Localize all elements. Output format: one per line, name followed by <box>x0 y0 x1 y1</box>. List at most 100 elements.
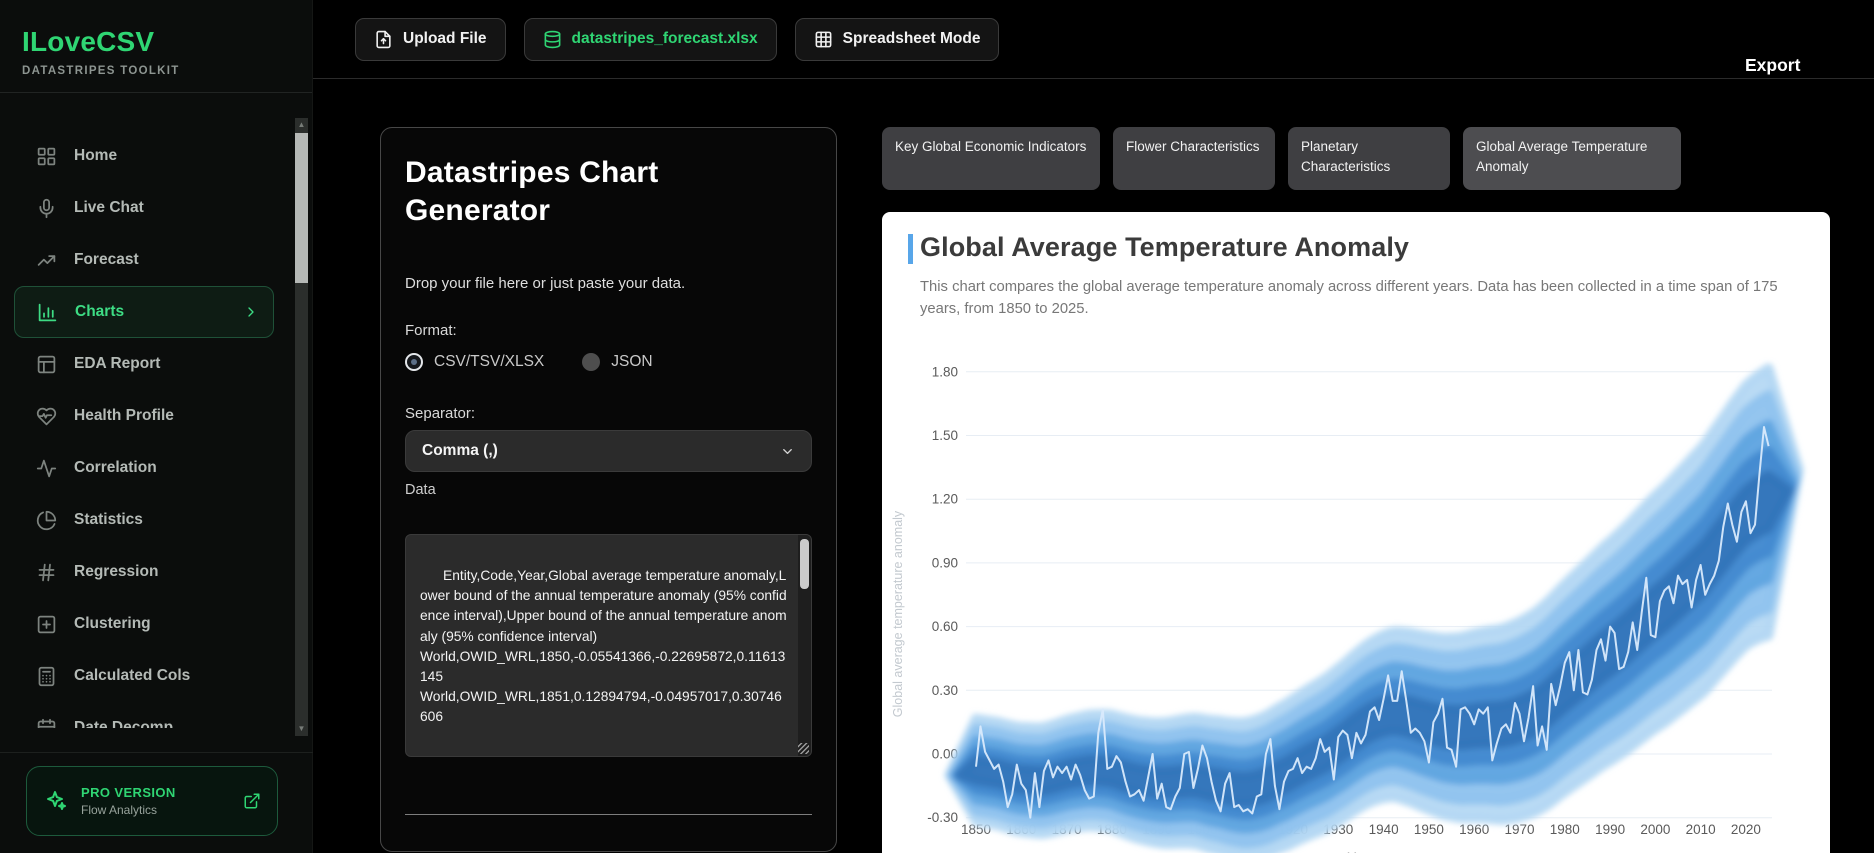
sidebar-item-label: EDA Report <box>74 355 161 372</box>
sidebar-item-date-decomp[interactable]: Date Decomp <box>14 702 274 728</box>
svg-text:1950: 1950 <box>1414 822 1444 837</box>
sidebar-footer-divider <box>0 752 313 753</box>
dataset-tab-planetary-characteristics[interactable]: Planetary Characteristics <box>1288 127 1450 190</box>
scroll-down-arrow-icon[interactable]: ▼ <box>297 724 306 733</box>
svg-text:2000: 2000 <box>1640 822 1670 837</box>
svg-text:Global average temperature ano: Global average temperature anomaly <box>891 510 905 717</box>
format-radio-group: CSV/TSV/XLSX JSON <box>405 353 812 371</box>
sidebar-item-regression[interactable]: Regression <box>14 546 274 598</box>
format-radio-json[interactable]: JSON <box>582 353 653 371</box>
app-tagline: DATASTRIPES TOOLKIT <box>22 65 180 77</box>
chart-title: Global Average Temperature Anomaly <box>920 232 1410 262</box>
sidebar-item-eda-report[interactable]: EDA Report <box>14 338 274 390</box>
spreadsheet-icon <box>814 30 833 49</box>
svg-text:1.20: 1.20 <box>932 492 958 507</box>
textarea-resize-handle[interactable] <box>798 743 809 754</box>
chevron-right-icon <box>243 304 259 320</box>
sidebar-item-label: Regression <box>74 563 159 580</box>
sidebar-item-label: Health Profile <box>74 407 174 424</box>
file-up-icon <box>374 30 393 49</box>
pro-version-subtitle: Flow Analytics <box>81 803 158 817</box>
sidebar-item-calculated-cols[interactable]: Calculated Cols <box>14 650 274 702</box>
pie-chart-icon <box>36 510 57 531</box>
chart-card: Global Average Temperature Anomaly This … <box>882 212 1830 853</box>
chart-title-accent-bar <box>908 234 913 264</box>
topbar-button-datastripes-forecast-xlsx[interactable]: datastripes_forecast.xlsx <box>523 17 777 61</box>
calculator-icon <box>36 666 57 687</box>
export-button[interactable]: Export <box>1745 55 1801 75</box>
topbar-button-upload-file[interactable]: Upload File <box>355 17 506 61</box>
chart-description: This chart compares the global average t… <box>920 279 1778 318</box>
data-textarea[interactable]: Entity,Code,Year,Global average temperat… <box>405 534 812 757</box>
sparkles-icon <box>43 789 67 813</box>
dataset-tab-flower-characteristics[interactable]: Flower Characteristics <box>1113 127 1275 190</box>
svg-text:0.60: 0.60 <box>932 619 958 634</box>
topbar-button-spreadsheet-mode[interactable]: Spreadsheet Mode <box>794 17 1000 61</box>
sidebar-item-live-chat[interactable]: Live Chat <box>14 182 274 234</box>
scroll-up-arrow-icon[interactable]: ▲ <box>297 120 306 129</box>
bar-chart-icon <box>37 302 58 323</box>
svg-text:Year: Year <box>1347 850 1375 853</box>
scrollbar-thumb[interactable] <box>295 133 308 283</box>
sidebar-item-correlation[interactable]: Correlation <box>14 442 274 494</box>
svg-text:0.30: 0.30 <box>932 683 958 698</box>
app-logo: ILoveCSV <box>22 26 155 57</box>
drop-hint: Drop your file here or just paste your d… <box>405 275 686 292</box>
radio-icon <box>582 353 601 371</box>
sidebar-item-clustering[interactable]: Clustering <box>14 598 274 650</box>
sidebar-item-forecast[interactable]: Forecast <box>14 234 274 286</box>
sidebar-item-label: Live Chat <box>74 199 144 216</box>
activity-icon <box>36 458 57 479</box>
data-textarea-content: Entity,Code,Year,Global average temperat… <box>420 568 787 725</box>
sidebar-item-statistics[interactable]: Statistics <box>14 494 274 546</box>
sidebar-item-label: Forecast <box>74 251 139 268</box>
svg-text:1970: 1970 <box>1504 822 1534 837</box>
sidebar-nav: Home Live Chat Forecast Charts EDA Report Hea… <box>0 110 312 728</box>
svg-text:1990: 1990 <box>1595 822 1625 837</box>
table-icon <box>36 354 57 375</box>
hash-icon <box>36 562 57 583</box>
svg-text:1.50: 1.50 <box>932 428 958 443</box>
svg-text:1.80: 1.80 <box>932 364 958 379</box>
chart-plot: 1.801.501.200.900.600.300.00-0.301850186… <box>891 363 1804 853</box>
sidebar-item-charts[interactable]: Charts <box>14 286 274 338</box>
pro-version-title: PRO VERSION <box>81 785 176 800</box>
chart-generator-panel: Datastripes Chart Generator Drop your fi… <box>380 127 837 852</box>
pro-version-card[interactable]: PRO VERSION Flow Analytics <box>26 766 278 836</box>
chevron-down-icon <box>780 444 795 459</box>
sidebar-item-label: Charts <box>75 303 125 320</box>
main-area: Upload File datastripes_forecast.xlsx Spre… <box>313 0 1874 853</box>
svg-text:1960: 1960 <box>1459 822 1489 837</box>
sidebar-item-health-profile[interactable]: Health Profile <box>14 390 274 442</box>
format-label: Format: <box>405 322 457 339</box>
textarea-scrollbar[interactable] <box>798 535 811 756</box>
logo-block: ILoveCSV DATASTRIPES TOOLKIT <box>0 0 312 93</box>
sidebar-item-label: Correlation <box>74 459 157 476</box>
dataset-tab-global-average-temperature-anomaly[interactable]: Global Average Temperature Anomaly <box>1463 127 1681 190</box>
external-link-icon <box>243 792 261 810</box>
database-icon <box>543 30 562 49</box>
calendar-icon <box>36 718 57 728</box>
dataset-tab-key-global-economic-indicators[interactable]: Key Global Economic Indicators <box>882 127 1100 190</box>
sidebar-item-home[interactable]: Home <box>14 130 274 182</box>
panel-title: Datastripes Chart Generator <box>405 156 659 227</box>
sidebar-item-label: Calculated Cols <box>74 667 191 684</box>
sidebar-scrollbar[interactable]: ▲ ▼ <box>295 118 308 736</box>
radio-icon <box>405 353 423 371</box>
separator-label: Separator: <box>405 405 476 422</box>
svg-text:1940: 1940 <box>1369 822 1399 837</box>
svg-text:2020: 2020 <box>1731 822 1761 837</box>
separator-select-value: Comma (,) <box>422 442 498 459</box>
topbar: Upload File datastripes_forecast.xlsx Spre… <box>313 0 1874 79</box>
sidebar-item-label: Statistics <box>74 511 143 528</box>
mic-icon <box>36 198 57 219</box>
svg-text:0.00: 0.00 <box>932 747 958 762</box>
svg-text:2010: 2010 <box>1686 822 1716 837</box>
textarea-scrollbar-thumb[interactable] <box>800 539 809 589</box>
sidebar: ILoveCSV DATASTRIPES TOOLKIT Home Live Ch… <box>0 0 313 853</box>
svg-text:-0.30: -0.30 <box>927 810 958 825</box>
heart-pulse-icon <box>36 406 57 427</box>
format-radio-csv-tsv-xlsx[interactable]: CSV/TSV/XLSX <box>405 353 544 371</box>
separator-select[interactable]: Comma (,) <box>405 430 812 472</box>
dataset-tabs: Key Global Economic Indicators Flower Cha… <box>882 127 1681 190</box>
